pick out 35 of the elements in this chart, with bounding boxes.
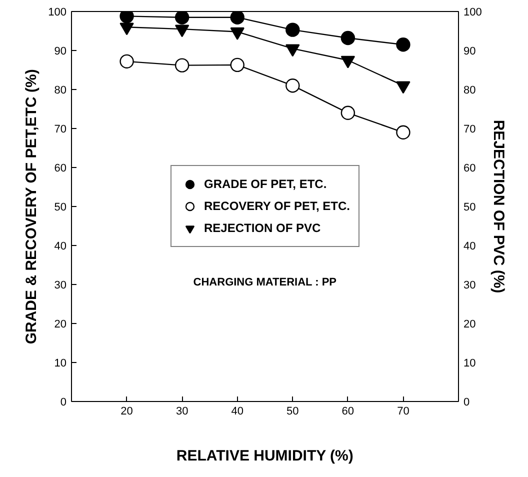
y2-tick-label: 30 [464,280,476,292]
y2-tick-label: 40 [464,240,476,252]
x-tick-label: 30 [176,406,188,418]
y2-tick-label: 80 [464,84,476,96]
y2-tick-label: 20 [464,318,476,330]
y-tick-label: 100 [48,6,67,18]
y-tick-label: 50 [54,202,67,214]
y2-tick-label: 70 [464,124,476,136]
legend-label: RECOVERY OF PET, ETC. [204,199,350,213]
x-tick-label: 40 [231,406,244,418]
x-tick-label: 50 [286,406,299,418]
y-tick-label: 20 [54,318,67,330]
x-tick-label: 60 [342,406,354,418]
y-tick-label: 40 [54,240,67,252]
y2-tick-label: 10 [464,358,476,370]
y-tick-label: 70 [54,124,67,136]
y2-tick-label: 0 [464,396,470,408]
y2-tick-label: 50 [464,202,476,214]
y2-tick-label: 60 [464,162,476,174]
y2-axis-title: REJECTION OF PVC (%) [490,120,507,294]
y-tick-label: 90 [54,46,67,58]
y-tick-label: 80 [54,84,67,96]
y2-tick-label: 100 [464,6,482,18]
y-tick-label: 0 [60,396,67,408]
x-tick-label: 70 [397,406,410,418]
y-tick-label: 10 [54,358,67,370]
annotation: CHARGING MATERIAL : PP [193,276,337,288]
y-axis-title: GRADE & RECOVERY OF PET,ETC (%) [23,69,40,344]
y-tick-label: 60 [54,162,67,174]
y2-tick-label: 90 [464,46,476,58]
legend-label: GRADE OF PET, ETC. [204,177,327,191]
x-tick-label: 20 [120,406,133,418]
x-axis-title: RELATIVE HUMIDITY (%) [176,448,354,464]
legend-label: REJECTION OF PVC [204,221,321,235]
y-tick-label: 30 [54,280,67,292]
